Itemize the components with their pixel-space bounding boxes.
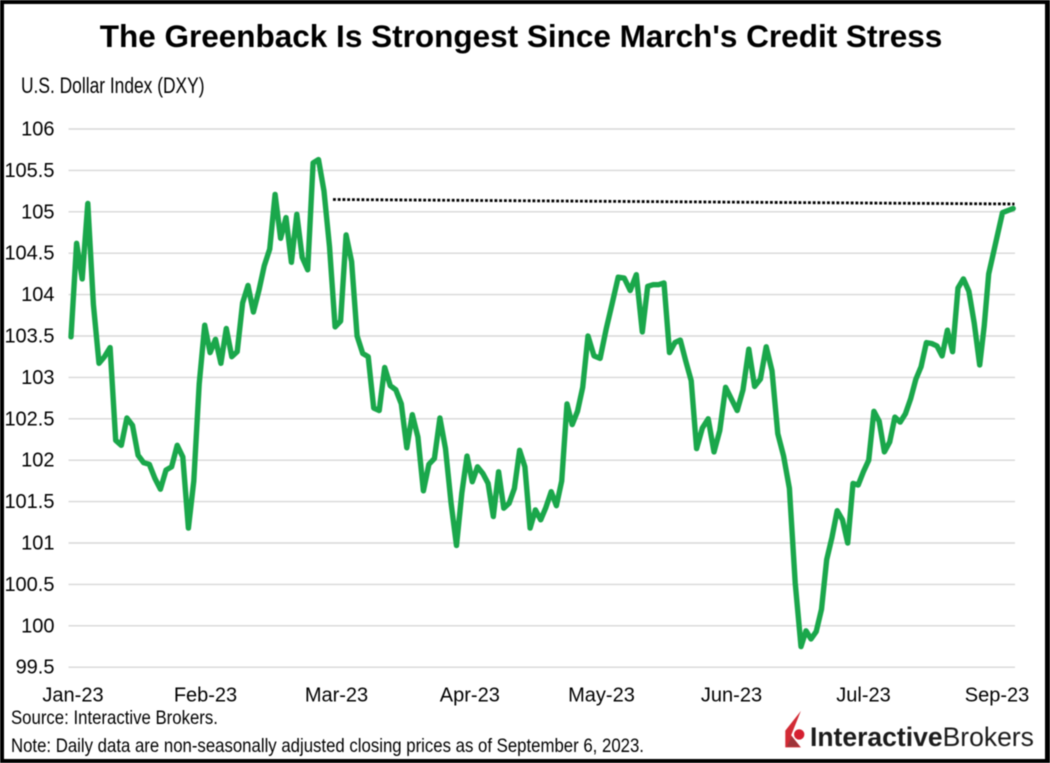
- svg-text:104: 104: [21, 284, 54, 306]
- svg-text:Sep-23: Sep-23: [965, 685, 1030, 707]
- svg-text:Mar-23: Mar-23: [305, 685, 368, 707]
- svg-text:102.5: 102.5: [4, 408, 54, 430]
- svg-text:103.5: 103.5: [4, 326, 54, 348]
- svg-text:103: 103: [21, 367, 54, 389]
- svg-text:102: 102: [21, 450, 54, 472]
- svg-text:105.5: 105.5: [4, 160, 54, 182]
- svg-text:Feb-23: Feb-23: [174, 685, 237, 707]
- svg-text:100.5: 100.5: [4, 574, 54, 596]
- svg-text:104.5: 104.5: [4, 243, 54, 265]
- svg-text:101.5: 101.5: [4, 491, 54, 513]
- svg-text:106: 106: [21, 119, 54, 141]
- svg-text:105: 105: [21, 201, 54, 223]
- svg-text:Jan-23: Jan-23: [42, 685, 103, 707]
- svg-text:May-23: May-23: [568, 685, 635, 707]
- svg-text:Jul-23: Jul-23: [836, 685, 890, 707]
- svg-text:101: 101: [21, 533, 54, 555]
- svg-text:Jun-23: Jun-23: [701, 685, 762, 707]
- svg-text:99.5: 99.5: [16, 657, 55, 679]
- svg-text:100: 100: [21, 615, 54, 637]
- svg-text:Apr-23: Apr-23: [440, 685, 500, 707]
